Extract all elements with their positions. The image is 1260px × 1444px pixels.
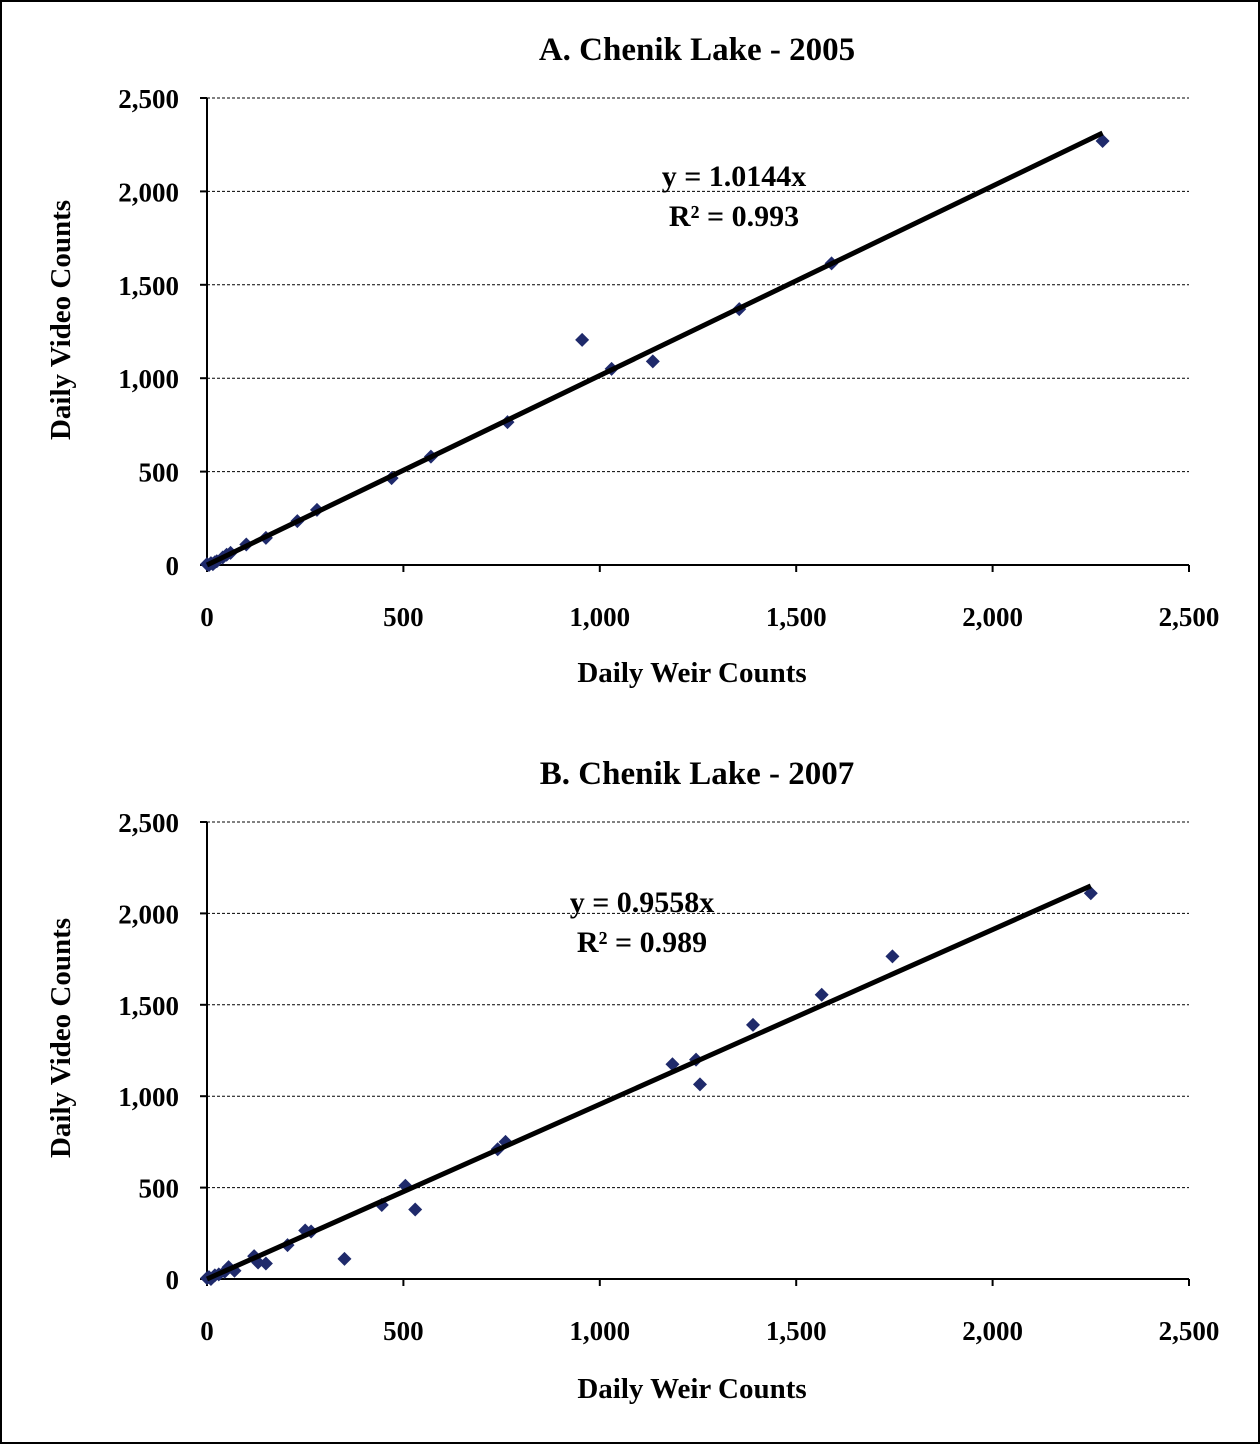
chart-b-y-axis-label: Daily Video Counts xyxy=(45,918,77,1158)
chart-b-plot-area: 0 500 1,000 1,500 2,000 2,500 0 500 1,000 1,500 2,… xyxy=(118,808,1219,1346)
chart-a-y-axis-label: Daily Video Counts xyxy=(45,200,77,440)
chart-a-y-tick-label: 1,000 xyxy=(118,364,179,394)
chart-a-x-axis-label: Daily Weir Counts xyxy=(577,657,806,689)
chart-a-data-point xyxy=(645,354,660,369)
chart-a-x-tick-label: 2,500 xyxy=(1159,602,1220,632)
chart-b-x-tick-label: 1,500 xyxy=(766,1316,827,1346)
chart-a-data-point xyxy=(1095,133,1110,148)
chart-a-data-point xyxy=(575,332,590,347)
chart-a-title: A. Chenik Lake - 2005 xyxy=(539,32,855,68)
chart-a-y-tick-label: 0 xyxy=(166,551,180,581)
chart-a-plot-area: 0 500 1,000 1,500 2,000 2,500 0 500 1,000 1,500 2,… xyxy=(118,84,1219,632)
chart-a: A. Chenik Lake - 2005 Daily Weir Counts … xyxy=(45,32,1219,689)
chart-a-x-tick-label: 500 xyxy=(383,602,424,632)
chart-a-y-tick-label: 1,500 xyxy=(118,271,179,301)
chart-b-data-point xyxy=(745,1017,760,1032)
chart-b-x-tick-label: 1,000 xyxy=(569,1316,630,1346)
chart-b-y-tick-label: 2,500 xyxy=(118,808,179,838)
chart-b-y-tick-label: 1,000 xyxy=(118,1082,179,1112)
chart-b-trend-equation: y = 0.9558x xyxy=(570,886,715,919)
chart-b-r-squared: R² = 0.989 xyxy=(577,926,707,959)
chart-b-data-point xyxy=(885,949,900,964)
chart-b-trendline xyxy=(205,883,1092,1282)
chart-b-data-point xyxy=(692,1077,707,1092)
chart-b-x-tick-label: 2,000 xyxy=(962,1316,1023,1346)
chart-b-data-point xyxy=(258,1256,273,1271)
chart-a-trend-equation: y = 1.0144x xyxy=(662,160,807,193)
chart-a-trendline xyxy=(205,130,1104,568)
chart-b-y-tick-label: 500 xyxy=(139,1174,180,1204)
chart-b-y-tick-label: 0 xyxy=(166,1265,180,1295)
chart-a-y-tick-label: 2,500 xyxy=(118,84,179,114)
chart-a-r-squared: R² = 0.993 xyxy=(669,200,799,233)
chart-b-y-tick-label: 1,500 xyxy=(118,991,179,1021)
chart-b-x-tick-label: 2,500 xyxy=(1159,1316,1220,1346)
chart-a-x-tick-label: 0 xyxy=(200,602,214,632)
chart-a-x-tick-label: 2,000 xyxy=(962,602,1023,632)
chart-a-y-tick-label: 2,000 xyxy=(118,177,179,207)
chart-b-x-tick-label: 500 xyxy=(383,1316,424,1346)
chart-b-x-tick-label: 0 xyxy=(200,1316,214,1346)
chart-b-y-tick-label: 2,000 xyxy=(118,899,179,929)
chart-b-title: B. Chenik Lake - 2007 xyxy=(540,756,854,792)
chart-b-data-point xyxy=(408,1202,423,1217)
chart-a-x-tick-label: 1,000 xyxy=(569,602,630,632)
chart-a-y-tick-label: 500 xyxy=(139,458,180,488)
chart-a-x-tick-label: 1,500 xyxy=(766,602,827,632)
chart-b: B. Chenik Lake - 2007 Daily Weir Counts … xyxy=(45,756,1219,1405)
chart-b-data-point xyxy=(814,987,829,1002)
chart-b-x-axis-label: Daily Weir Counts xyxy=(577,1373,806,1405)
chart-b-data-point xyxy=(337,1251,352,1266)
